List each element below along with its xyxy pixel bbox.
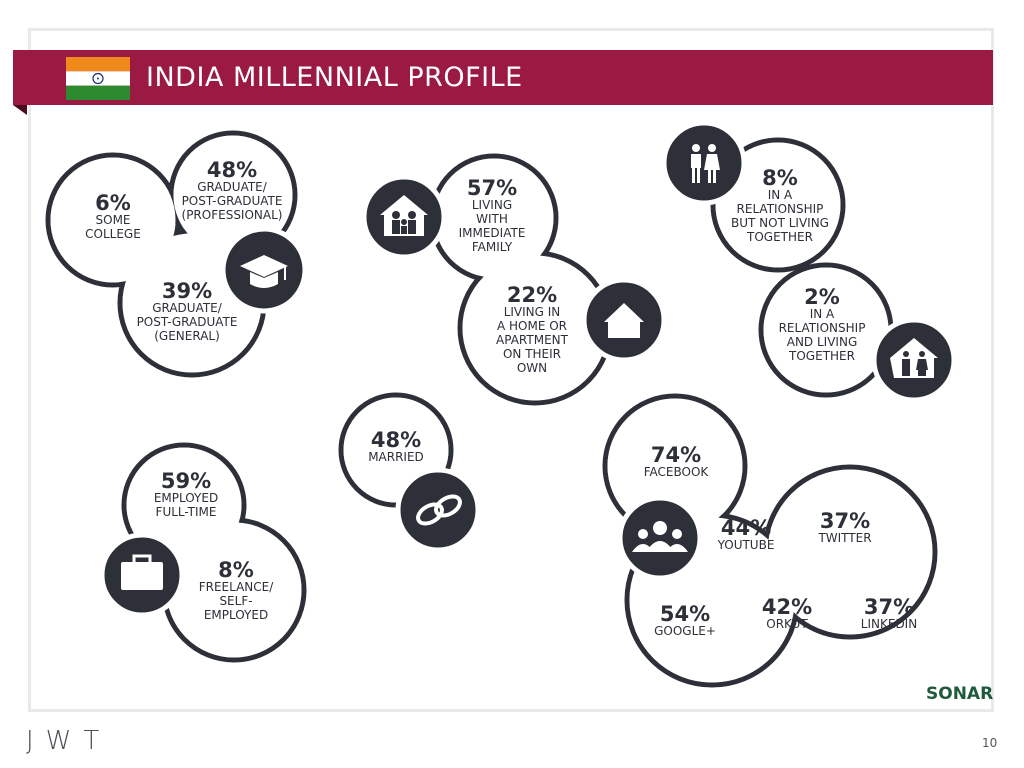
stat-graduate-professional: 48% GRADUATE/ POST-GRADUATE (PROFESSIONA… <box>181 158 283 223</box>
social-cluster <box>602 393 938 688</box>
jwt-logo: JWT <box>26 726 112 756</box>
stat-some-college: 6% SOME COLLEGE <box>85 191 141 242</box>
stat-google-plus: 54% GOOGLE+ <box>654 602 716 639</box>
stat-relationship-not-living: 8% IN A RELATIONSHIP BUT NOT LIVING TOGE… <box>731 166 829 245</box>
page-number: 10 <box>982 736 998 750</box>
living-cluster <box>361 153 667 406</box>
stat-youtube: 44% YOUTUBE <box>717 516 775 553</box>
stat-employed-full-time: 59% EMPLOYED FULL-TIME <box>153 469 219 520</box>
group-users-icon <box>617 495 703 581</box>
stat-facebook: 74% FACEBOOK <box>643 443 709 480</box>
couple-icon <box>661 120 747 206</box>
employment-cluster <box>99 442 307 663</box>
stat-twitter: 37% TWITTER <box>818 509 872 546</box>
stat-graduate-general: 39% GRADUATE/ POST-GRADUATE (GENERAL) <box>136 279 238 344</box>
stat-freelance: 8% FREELANCE/ SELF- EMPLOYED <box>198 558 274 623</box>
stat-linkedin: 37% LINKEDIN <box>860 595 918 632</box>
relationship-cluster <box>661 120 957 403</box>
married-cluster <box>338 392 481 553</box>
page-title: INDIA MILLENNIAL PROFILE <box>146 62 523 93</box>
title-banner <box>13 50 993 105</box>
stat-relationship-living: 2% IN A RELATIONSHIP AND LIVING TOGETHER <box>778 285 866 364</box>
sonar-logo: SONAR <box>926 684 994 704</box>
india-flag-icon <box>66 57 130 100</box>
stat-living-family: 57% LIVING WITH IMMEDIATE FAMILY <box>458 176 526 255</box>
stat-living-own: 22% LIVING IN A HOME OR APARTMENT ON THE… <box>496 283 568 376</box>
stat-orkut: 42% ORKUT <box>761 595 813 632</box>
education-cluster <box>45 130 308 378</box>
stat-married: 48% MARRIED <box>368 428 424 465</box>
banner-fold <box>13 105 27 115</box>
